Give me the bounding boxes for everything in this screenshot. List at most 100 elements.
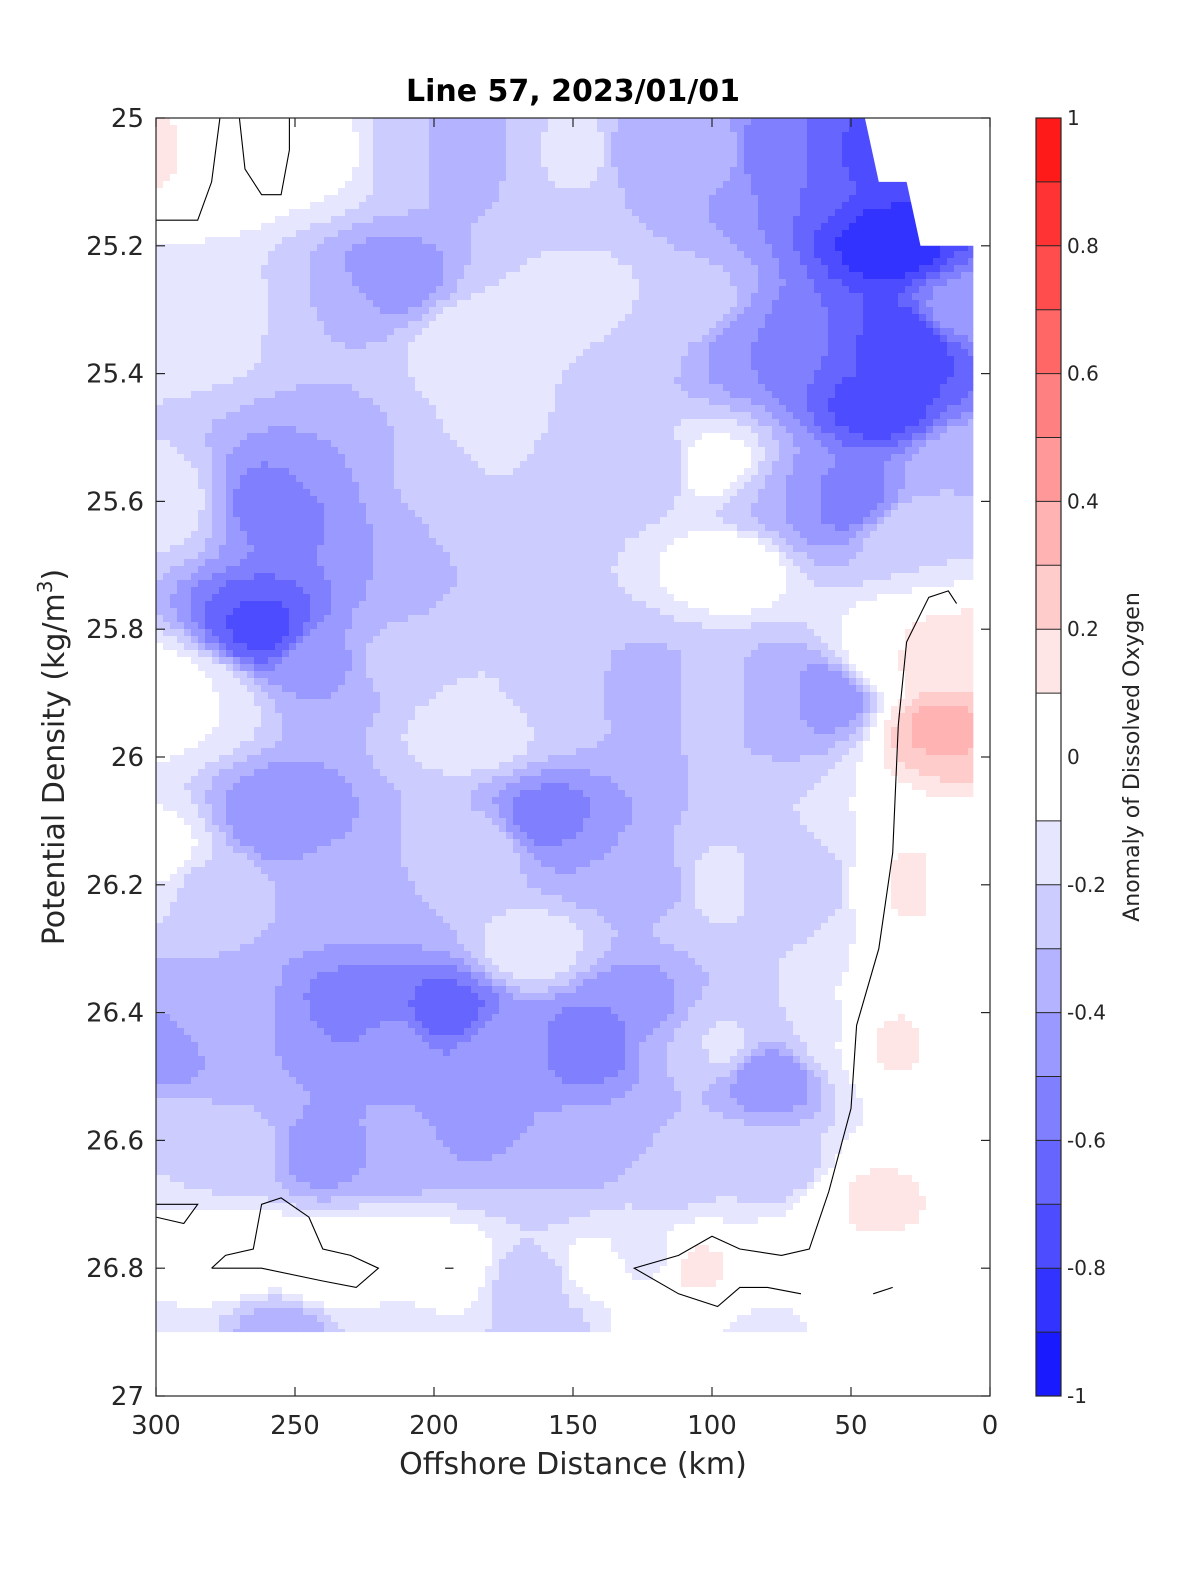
field-cell — [821, 384, 829, 392]
field-cell — [527, 265, 535, 273]
field-cell — [205, 321, 213, 329]
field-cell — [569, 160, 577, 168]
field-cell — [821, 321, 829, 329]
field-cell — [422, 391, 430, 399]
field-cell — [653, 356, 661, 364]
field-cell — [415, 321, 423, 329]
field-cell — [842, 377, 850, 385]
field-cell — [541, 188, 549, 196]
field-cell — [639, 230, 647, 238]
field-cell — [387, 216, 395, 224]
field-cell — [709, 258, 717, 266]
field-cell — [751, 181, 759, 189]
field-cell — [338, 398, 346, 406]
field-cell — [779, 384, 787, 392]
field-cell — [520, 286, 528, 294]
field-cell — [688, 237, 696, 245]
field-cell — [478, 132, 486, 140]
field-cell — [632, 132, 640, 140]
field-cell — [877, 209, 885, 217]
field-cell — [240, 272, 248, 280]
field-cell — [380, 223, 388, 231]
field-cell — [569, 328, 577, 336]
field-cell — [632, 153, 640, 161]
field-cell — [345, 265, 353, 273]
field-cell — [604, 251, 612, 259]
field-cell — [856, 195, 864, 203]
field-cell — [247, 125, 255, 133]
field-cell — [156, 174, 164, 182]
field-cell — [919, 279, 927, 287]
field-cell — [590, 167, 598, 175]
field-cell — [450, 160, 458, 168]
field-cell — [401, 412, 409, 420]
field-cell — [898, 363, 906, 371]
field-cell — [443, 398, 451, 406]
field-cell — [520, 132, 528, 140]
field-cell — [667, 181, 675, 189]
field-cell — [611, 300, 619, 308]
field-cell — [289, 209, 297, 217]
field-cell — [674, 195, 682, 203]
field-cell — [268, 279, 276, 287]
field-cell — [674, 405, 682, 413]
field-cell — [492, 286, 500, 294]
field-cell — [604, 272, 612, 280]
field-cell — [730, 286, 738, 294]
field-cell — [422, 363, 430, 371]
field-cell — [828, 363, 836, 371]
field-cell — [835, 223, 843, 231]
field-cell — [184, 195, 192, 203]
field-cell — [583, 258, 591, 266]
field-cell — [800, 279, 808, 287]
field-cell — [905, 356, 913, 364]
field-cell — [604, 244, 612, 252]
field-cell — [296, 272, 304, 280]
field-cell — [184, 125, 192, 133]
field-cell — [394, 230, 402, 238]
field-cell — [597, 370, 605, 378]
field-cell — [191, 237, 199, 245]
field-cell — [947, 314, 955, 322]
field-cell — [688, 174, 696, 182]
field-cell — [457, 251, 465, 259]
field-cell — [380, 293, 388, 301]
field-cell — [254, 160, 262, 168]
field-cell — [800, 230, 808, 238]
field-cell — [639, 209, 647, 217]
field-cell — [954, 328, 962, 336]
field-cell — [674, 412, 682, 420]
field-cell — [639, 237, 647, 245]
field-cell — [422, 272, 430, 280]
field-cell — [814, 384, 822, 392]
field-cell — [590, 391, 598, 399]
field-cell — [534, 321, 542, 329]
field-cell — [233, 335, 241, 343]
field-cell — [366, 237, 374, 245]
field-cell — [338, 356, 346, 364]
field-cell — [380, 300, 388, 308]
field-cell — [177, 279, 185, 287]
field-cell — [898, 209, 906, 217]
field-cell — [289, 335, 297, 343]
field-cell — [345, 405, 353, 413]
field-cell — [198, 118, 206, 126]
field-cell — [835, 272, 843, 280]
field-cell — [821, 300, 829, 308]
field-cell — [849, 118, 857, 126]
field-cell — [800, 244, 808, 252]
field-cell — [835, 307, 843, 315]
field-cell — [548, 363, 556, 371]
field-cell — [744, 314, 752, 322]
field-cell — [226, 398, 234, 406]
field-cell — [856, 139, 864, 147]
field-cell — [471, 195, 479, 203]
field-cell — [947, 265, 955, 273]
field-cell — [583, 335, 591, 343]
field-cell — [268, 300, 276, 308]
field-cell — [891, 307, 899, 315]
field-cell — [156, 279, 164, 287]
field-cell — [380, 167, 388, 175]
field-cell — [282, 188, 290, 196]
field-cell — [926, 314, 934, 322]
